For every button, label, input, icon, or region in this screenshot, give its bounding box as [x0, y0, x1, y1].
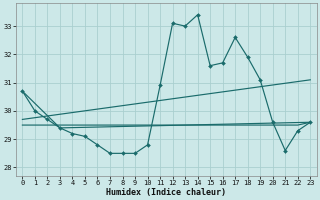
- X-axis label: Humidex (Indice chaleur): Humidex (Indice chaleur): [106, 188, 226, 197]
